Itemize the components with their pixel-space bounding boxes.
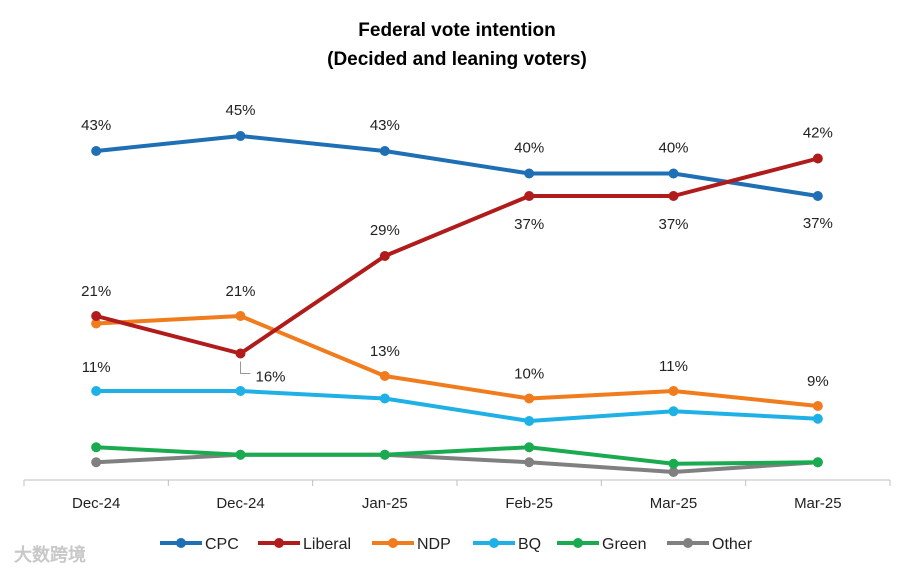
data-point-green xyxy=(524,442,535,453)
data-point-cpc xyxy=(235,131,246,141)
data-point-bq xyxy=(235,386,246,396)
x-tick-label: Mar-25 xyxy=(650,495,698,512)
data-point-bq xyxy=(812,413,823,424)
legend-marker xyxy=(274,538,284,548)
legend-label-cpc: CPC xyxy=(205,536,239,553)
data-label: 29% xyxy=(370,222,400,239)
data-point-other xyxy=(524,457,535,468)
data-label: 21% xyxy=(81,283,111,300)
x-tick-label: Dec-24 xyxy=(216,495,264,512)
series-line-green xyxy=(96,445,818,466)
series-line-other xyxy=(96,452,818,474)
series-line-bq xyxy=(96,389,818,423)
legend-marker xyxy=(573,538,583,548)
data-point-liberal xyxy=(812,153,823,164)
data-point-other xyxy=(91,457,102,468)
legend-label-other: Other xyxy=(712,536,753,553)
legend-label-liberal: Liberal xyxy=(303,536,351,553)
data-label: 16% xyxy=(255,369,285,386)
legend-label-bq: BQ xyxy=(518,536,541,553)
data-label: 9% xyxy=(807,373,829,390)
data-label: 37% xyxy=(658,216,688,233)
data-label: 10% xyxy=(514,366,544,383)
data-point-ndp xyxy=(668,386,679,396)
data-point-green xyxy=(812,457,823,468)
data-point-bq xyxy=(524,416,535,426)
data-label: 37% xyxy=(803,215,833,232)
data-label: 45% xyxy=(225,102,255,119)
data-label: 40% xyxy=(658,140,688,157)
data-point-bq xyxy=(91,386,102,396)
data-label: 40% xyxy=(514,140,544,157)
series-line-ndp xyxy=(96,314,819,408)
data-point-ndp xyxy=(235,311,246,321)
data-point-liberal xyxy=(668,191,679,201)
legend-marker xyxy=(489,538,499,548)
data-point-other xyxy=(668,467,679,477)
data-point-green xyxy=(668,458,679,469)
legend-label-green: Green xyxy=(602,536,646,553)
data-point-bq xyxy=(379,393,390,404)
data-point-liberal xyxy=(91,311,102,321)
x-tick-label: Dec-24 xyxy=(72,495,120,512)
data-point-ndp xyxy=(379,371,390,381)
data-point-ndp xyxy=(524,393,535,404)
data-point-green xyxy=(91,442,102,453)
legend-marker xyxy=(683,538,693,548)
data-label: 11% xyxy=(659,358,688,375)
data-point-liberal xyxy=(524,191,535,201)
data-point-green xyxy=(235,449,246,460)
data-point-cpc xyxy=(668,168,679,179)
data-point-liberal xyxy=(235,348,246,359)
legend-marker xyxy=(176,538,186,548)
x-tick-label: Jan-25 xyxy=(362,495,408,512)
series-line-cpc xyxy=(95,134,819,198)
data-label: 13% xyxy=(370,343,400,360)
data-point-cpc xyxy=(379,146,390,156)
data-point-bq xyxy=(668,406,679,417)
x-tick-label: Feb-25 xyxy=(505,495,553,512)
data-label: 43% xyxy=(370,117,400,134)
chart-title: Federal vote intention xyxy=(358,20,556,41)
chart-subtitle: (Decided and leaning voters) xyxy=(327,49,587,70)
data-label: 42% xyxy=(803,125,833,142)
data-point-cpc xyxy=(812,191,823,201)
leader-line xyxy=(240,361,251,374)
legend-marker xyxy=(388,538,398,548)
series-line-liberal xyxy=(95,156,819,356)
data-label: 37% xyxy=(514,216,544,233)
data-point-cpc xyxy=(524,168,535,179)
data-point-ndp xyxy=(91,318,102,329)
data-label: 11% xyxy=(82,359,111,376)
data-point-liberal xyxy=(379,251,390,261)
legend-label-ndp: NDP xyxy=(417,536,451,553)
watermark: 大数跨境 xyxy=(14,545,86,565)
x-tick-label: Mar-25 xyxy=(794,495,842,512)
data-label: 43% xyxy=(81,117,111,134)
data-point-cpc xyxy=(91,146,102,156)
data-label: 21% xyxy=(225,283,255,300)
data-point-ndp xyxy=(812,401,823,411)
data-point-green xyxy=(379,449,390,460)
